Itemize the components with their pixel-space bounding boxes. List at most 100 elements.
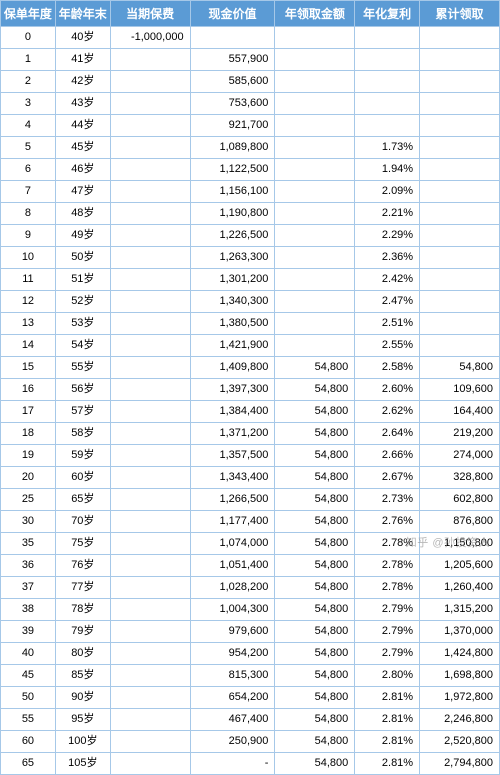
cell: 1,205,600 [420, 555, 500, 577]
col-header-6: 累计领取 [420, 1, 500, 27]
cell [355, 49, 420, 71]
cell [110, 313, 190, 335]
cell [275, 269, 355, 291]
cell: 43岁 [55, 93, 110, 115]
table-row: 1555岁1,409,80054,8002.58%54,800 [1, 357, 500, 379]
cell: 65 [1, 753, 56, 775]
cell: 80岁 [55, 643, 110, 665]
table-row: 646岁1,122,5001.94% [1, 159, 500, 181]
cell: 2.36% [355, 247, 420, 269]
table-row: 141岁557,900 [1, 49, 500, 71]
cell: 53岁 [55, 313, 110, 335]
cell: 1,089,800 [190, 137, 275, 159]
cell [420, 203, 500, 225]
cell: 54,800 [275, 379, 355, 401]
table-row: 545岁1,089,8001.73% [1, 137, 500, 159]
col-header-0: 保单年度 [1, 1, 56, 27]
cell: 109,600 [420, 379, 500, 401]
cell: 1,051,400 [190, 555, 275, 577]
cell: 164,400 [420, 401, 500, 423]
cell: 921,700 [190, 115, 275, 137]
cell: 753,600 [190, 93, 275, 115]
cell: 54,800 [275, 621, 355, 643]
cell: 2.58% [355, 357, 420, 379]
cell: 49岁 [55, 225, 110, 247]
cell [110, 731, 190, 753]
cell: 4 [1, 115, 56, 137]
cell: 10 [1, 247, 56, 269]
cell: 17 [1, 401, 56, 423]
cell: 30 [1, 511, 56, 533]
table-row: 1353岁1,380,5002.51% [1, 313, 500, 335]
table-row: 4585岁815,30054,8002.80%1,698,800 [1, 665, 500, 687]
cell: 1,263,300 [190, 247, 275, 269]
cell [275, 115, 355, 137]
cell [275, 137, 355, 159]
table-row: 747岁1,156,1002.09% [1, 181, 500, 203]
cell: 37 [1, 577, 56, 599]
cell: 2.80% [355, 665, 420, 687]
cell: 7 [1, 181, 56, 203]
cell [355, 27, 420, 49]
cell: 8 [1, 203, 56, 225]
cell [110, 291, 190, 313]
cell: 54,800 [275, 709, 355, 731]
cell: 75岁 [55, 533, 110, 555]
cell [110, 159, 190, 181]
cell: 602,800 [420, 489, 500, 511]
cell: 219,200 [420, 423, 500, 445]
cell: 35 [1, 533, 56, 555]
cell: 40 [1, 643, 56, 665]
cell: 54,800 [275, 423, 355, 445]
cell: 47岁 [55, 181, 110, 203]
cell: 14 [1, 335, 56, 357]
cell: 1,371,200 [190, 423, 275, 445]
cell [420, 49, 500, 71]
cell: 54,800 [275, 555, 355, 577]
cell: 2.78% [355, 555, 420, 577]
cell: 2.67% [355, 467, 420, 489]
cell: 5 [1, 137, 56, 159]
cell: 954,200 [190, 643, 275, 665]
cell: 54岁 [55, 335, 110, 357]
cell: 44岁 [55, 115, 110, 137]
cell: 1,397,300 [190, 379, 275, 401]
cell [110, 137, 190, 159]
cell: 39 [1, 621, 56, 643]
cell: 54,800 [275, 665, 355, 687]
cell [420, 71, 500, 93]
cell: 2.79% [355, 599, 420, 621]
cell: 65岁 [55, 489, 110, 511]
cell: 1,380,500 [190, 313, 275, 335]
table-row: 3979岁979,60054,8002.79%1,370,000 [1, 621, 500, 643]
cell: 55岁 [55, 357, 110, 379]
cell: 59岁 [55, 445, 110, 467]
table-row: 3777岁1,028,20054,8002.78%1,260,400 [1, 577, 500, 599]
table-row: 848岁1,190,8002.21% [1, 203, 500, 225]
table-row: 4080岁954,20054,8002.79%1,424,800 [1, 643, 500, 665]
cell: 2.81% [355, 753, 420, 775]
cell [275, 49, 355, 71]
cell [110, 93, 190, 115]
cell [110, 555, 190, 577]
cell: - [190, 753, 275, 775]
col-header-4: 年领取金额 [275, 1, 355, 27]
cell [420, 137, 500, 159]
cell: 57岁 [55, 401, 110, 423]
cell: 54,800 [275, 533, 355, 555]
cell: 1,074,000 [190, 533, 275, 555]
cell [110, 753, 190, 775]
cell: 2.51% [355, 313, 420, 335]
cell: 1,343,400 [190, 467, 275, 489]
cell [110, 621, 190, 643]
cell [275, 27, 355, 49]
cell: 1.94% [355, 159, 420, 181]
cell: 1,028,200 [190, 577, 275, 599]
cell: 11 [1, 269, 56, 291]
cell: 42岁 [55, 71, 110, 93]
cell: 20 [1, 467, 56, 489]
cell: 2.81% [355, 709, 420, 731]
cell: 2.79% [355, 643, 420, 665]
cell: 2.42% [355, 269, 420, 291]
cell [420, 27, 500, 49]
